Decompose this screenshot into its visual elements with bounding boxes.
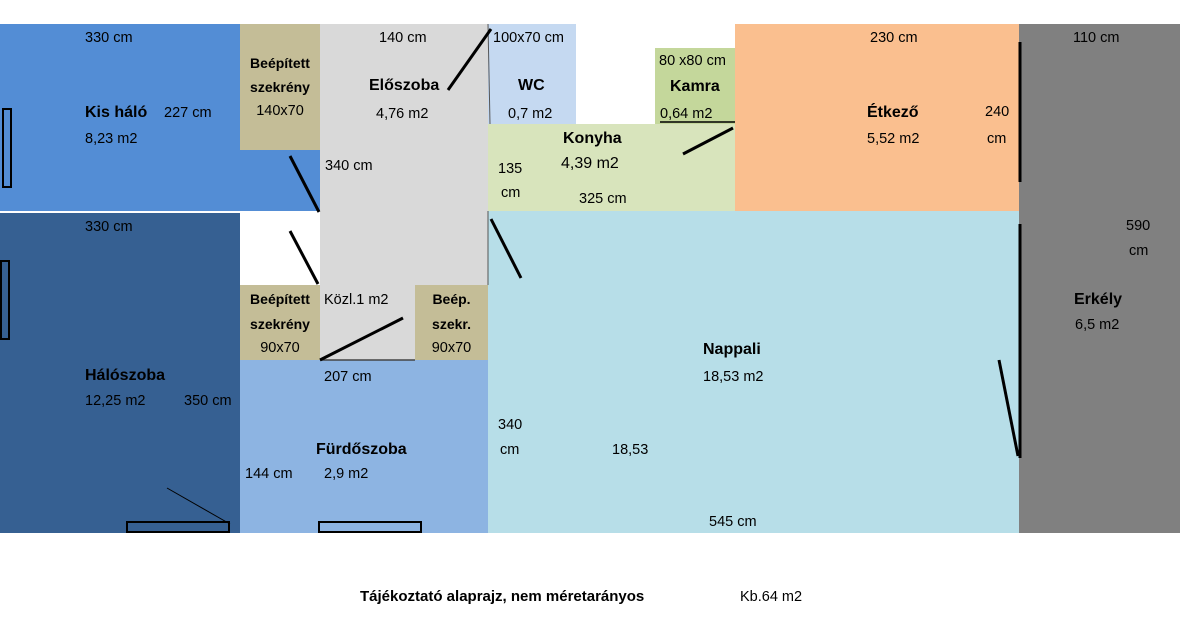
eloszoba-name: Előszoba <box>369 77 440 94</box>
kamra-name: Kamra <box>670 78 720 95</box>
footer-total: Kb.64 m2 <box>740 589 803 605</box>
nappali-width: 545 cm <box>709 514 757 530</box>
etkezo-height-unit: cm <box>987 131 1007 147</box>
room-wc <box>488 24 576 124</box>
konyha-width: 325 cm <box>579 191 627 207</box>
door-nappali <box>489 218 523 279</box>
erkely-area: 6,5 m2 <box>1075 317 1120 333</box>
kis-halo-width: 330 cm <box>85 30 133 46</box>
konyha-area: 4,39 m2 <box>561 155 619 172</box>
door-erkely <box>997 359 1020 457</box>
room-haloszoba <box>0 213 240 533</box>
konyha-height-num: 135 <box>498 161 523 177</box>
room-konyha <box>488 124 735 211</box>
erkely-height-num: 590 <box>1126 218 1151 234</box>
closet-mid-line1: Beépített <box>250 291 310 307</box>
eloszoba-width: 140 cm <box>379 30 427 46</box>
kis-halo-area: 8,23 m2 <box>85 131 138 147</box>
kis-halo-name: Kis háló <box>85 104 148 121</box>
closet-small-line2: szekr. <box>432 316 471 332</box>
closet-top-size: 140x70 <box>256 103 304 119</box>
nappali-height-num: 340 <box>498 417 523 433</box>
window-haloszoba-bottom <box>126 521 230 533</box>
haloszoba-width: 330 cm <box>85 219 133 235</box>
eloszoba-area: 4,76 m2 <box>376 106 429 122</box>
etkezo-area: 5,52 m2 <box>867 131 920 147</box>
room-furdoszoba <box>240 360 488 533</box>
kamra-area: 0,64 m2 <box>660 106 713 122</box>
room-etkezo <box>735 24 1019 211</box>
erkely-width: 110 cm <box>1073 30 1120 46</box>
closet-top-line2: szekrény <box>250 79 310 95</box>
kamra-size: 80 x80 cm <box>659 53 726 69</box>
footer-note: Tájékoztató alaprajz, nem méretarányos <box>360 588 645 605</box>
closet-mid <box>240 285 320 360</box>
nappali-area: 18,53 m2 <box>703 369 764 385</box>
furdoszoba-area: 2,9 m2 <box>324 466 369 482</box>
haloszoba-height: 350 cm <box>184 393 232 409</box>
wall-eloszoba-wc <box>487 23 491 125</box>
kozl-label: Közl.1 m2 <box>324 292 389 308</box>
wc-name: WC <box>518 77 545 94</box>
kis-halo-height: 227 cm <box>164 105 212 121</box>
closet-small-size: 90x70 <box>431 340 472 356</box>
closet-mid-size: 90x70 <box>260 340 300 356</box>
furdoszoba-width: 207 cm <box>324 369 372 385</box>
leader-haloszoba <box>166 487 231 525</box>
room-erkely <box>1019 24 1180 533</box>
haloszoba-name: Hálószoba <box>85 367 166 384</box>
eloszoba-height: 340 cm <box>325 158 373 174</box>
wc-size: 100x70 cm <box>493 30 564 46</box>
closet-small <box>415 285 488 360</box>
window-furdoszoba <box>318 521 422 533</box>
window-kis-halo <box>2 108 12 188</box>
door-haloszoba <box>288 230 320 285</box>
door-furdoszoba <box>319 316 404 362</box>
closet-top-line1: Beépített <box>250 55 310 71</box>
konyha-height-unit: cm <box>501 185 521 201</box>
window-haloszoba-side <box>0 260 10 340</box>
furdoszoba-name: Fürdőszoba <box>316 441 407 458</box>
room-kamra <box>655 48 735 124</box>
nappali-extra: 18,53 <box>612 442 649 458</box>
door-kamra <box>682 126 734 156</box>
nappali-name: Nappali <box>703 341 761 358</box>
closet-small-line1: Beép. <box>432 291 471 307</box>
etkezo-name: Étkező <box>867 104 919 121</box>
furdoszoba-height: 144 cm <box>245 466 293 482</box>
door-entrance <box>446 28 493 91</box>
wc-area: 0,7 m2 <box>508 106 553 122</box>
erkely-height-unit: cm <box>1129 243 1149 259</box>
closet-top <box>240 24 320 150</box>
room-nappali <box>488 211 1019 533</box>
erkely-name: Erkély <box>1074 291 1123 308</box>
etkezo-height-num: 240 <box>985 104 1010 120</box>
door-kis-halo <box>288 155 321 213</box>
konyha-name: Konyha <box>563 130 622 147</box>
haloszoba-area: 12,25 m2 <box>85 393 146 409</box>
nappali-height-unit: cm <box>500 442 520 458</box>
closet-mid-line2: szekrény <box>250 316 310 332</box>
etkezo-width: 230 cm <box>870 30 918 46</box>
